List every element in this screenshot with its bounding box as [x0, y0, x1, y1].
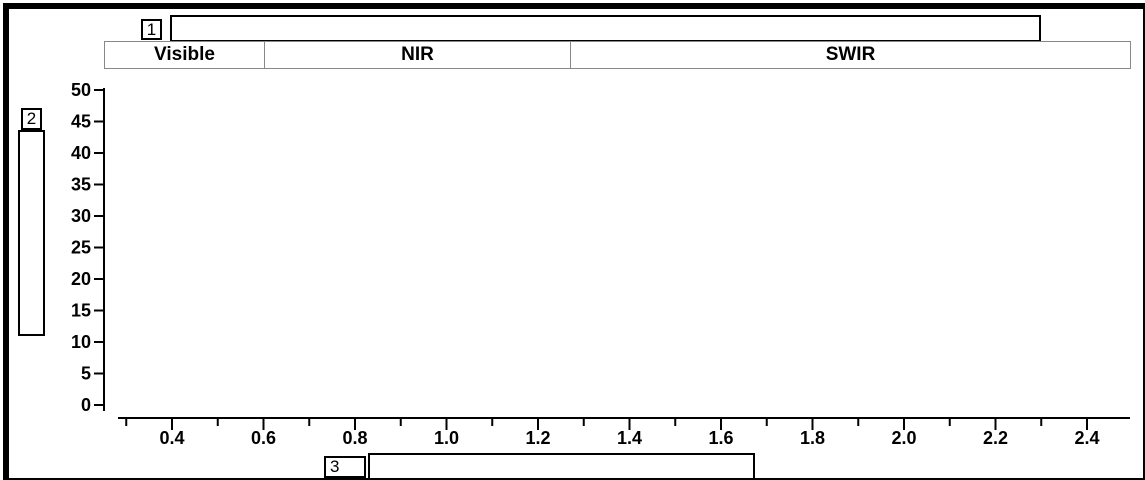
y-tick-label: 35	[71, 175, 91, 195]
title-number-marker: 1	[141, 19, 162, 40]
x-tick-label: 1.6	[708, 428, 733, 448]
y-tick-label: 50	[71, 80, 91, 100]
x-tick-label: 1.2	[525, 428, 550, 448]
x-tick-label: 2.0	[891, 428, 916, 448]
x-tick-label: 0.6	[251, 428, 276, 448]
spectral-region-bar: Visible NIR SWIR	[104, 41, 1131, 69]
ylabel-number-marker: 2	[21, 108, 42, 130]
x-tick-label: 1.8	[800, 428, 825, 448]
x-tick-label: 1.4	[617, 428, 642, 448]
x-tick-label: 0.8	[342, 428, 367, 448]
region-nir: NIR	[265, 42, 571, 68]
ylabel-placeholder-box	[18, 130, 45, 336]
y-tick-label: 45	[71, 112, 91, 132]
x-tick-label: 1.0	[434, 428, 459, 448]
y-tick-label: 25	[71, 238, 91, 258]
region-swir: SWIR	[825, 44, 876, 65]
xlabel-number-marker: 3	[324, 456, 366, 478]
y-tick-label: 10	[71, 332, 91, 352]
x-tick-label: 2.2	[983, 428, 1008, 448]
xlabel-placeholder-box	[368, 453, 755, 480]
y-tick-label: 5	[81, 364, 91, 384]
y-tick-label: 20	[71, 269, 91, 289]
x-tick-label: 0.4	[159, 428, 184, 448]
y-tick-label: 0	[81, 395, 91, 415]
y-tick-label: 40	[71, 143, 91, 163]
y-tick-label: 30	[71, 206, 91, 226]
region-visible: Visible	[105, 42, 265, 68]
x-tick-label: 2.4	[1074, 428, 1099, 448]
y-tick-label: 15	[71, 301, 91, 321]
